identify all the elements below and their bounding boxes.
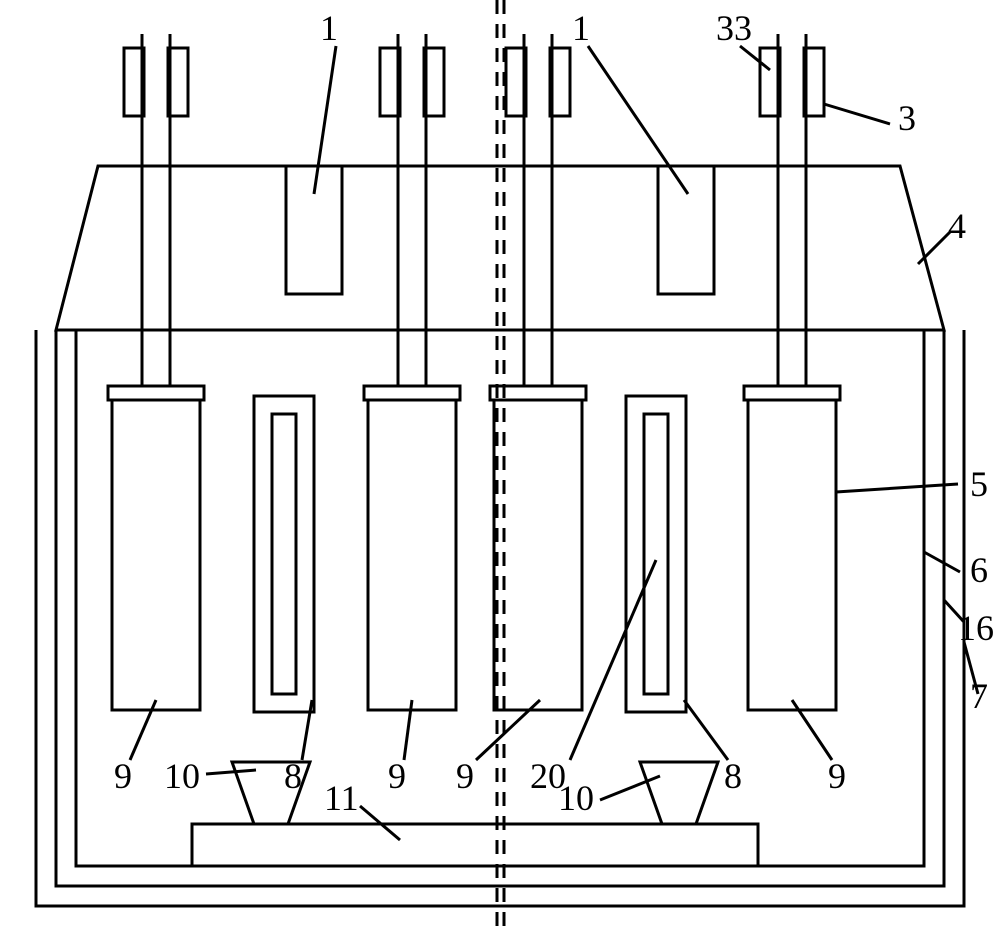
label-L33: 33 bbox=[716, 8, 752, 48]
label-L7: 7 bbox=[970, 676, 988, 716]
background bbox=[0, 0, 1000, 929]
label-L1b: 1 bbox=[572, 8, 590, 48]
label-L9c: 9 bbox=[456, 756, 474, 796]
label-L6: 6 bbox=[970, 550, 988, 590]
label-L9d: 9 bbox=[828, 756, 846, 796]
label-L4: 4 bbox=[948, 206, 966, 246]
label-L10a: 10 bbox=[164, 756, 200, 796]
label-L8b: 8 bbox=[724, 756, 742, 796]
label-L20: 20 bbox=[530, 756, 566, 796]
label-L8a: 8 bbox=[284, 756, 302, 796]
label-L11: 11 bbox=[324, 778, 359, 818]
label-L9b: 9 bbox=[388, 756, 406, 796]
label-L9a: 9 bbox=[114, 756, 132, 796]
label-L3: 3 bbox=[898, 98, 916, 138]
label-L5: 5 bbox=[970, 464, 988, 504]
label-L1a: 1 bbox=[320, 8, 338, 48]
label-L16: 16 bbox=[958, 608, 994, 648]
